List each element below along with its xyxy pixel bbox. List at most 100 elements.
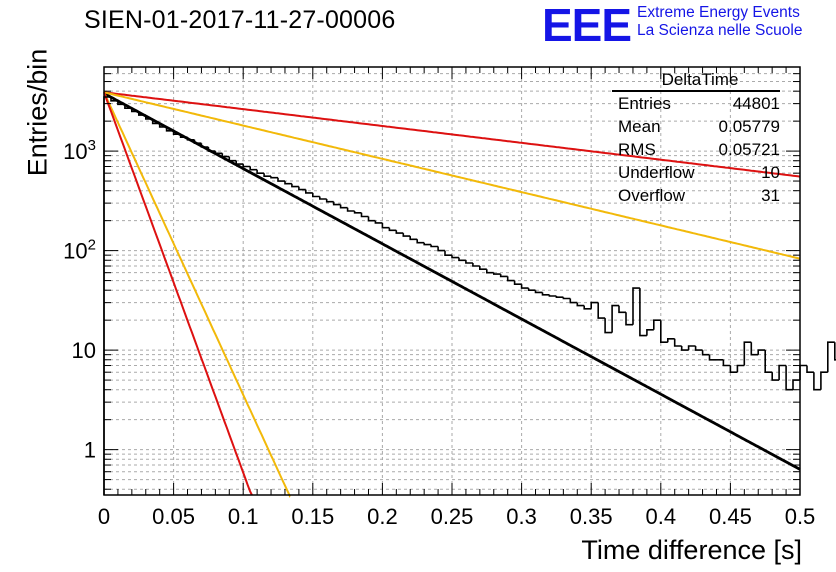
histogram-bin [284,181,292,185]
histogram-bin [179,134,188,138]
stats-value: 0.05721 [718,140,780,159]
x-tick-label: 0.05 [152,504,195,529]
histogram-bin [235,160,244,165]
histogram-bin [771,372,780,381]
histogram-bin [764,350,773,373]
histogram-bin [374,220,383,224]
histogram-bin [249,166,258,171]
histogram-bin [680,346,689,351]
histogram-bin [451,255,459,259]
stats-row: RMS 0.05721 [612,138,780,161]
curve-upper-yellow [103,91,801,260]
histogram-bin [263,173,271,177]
histogram-bin [165,126,174,132]
x-tick-label: 0.5 [785,504,816,529]
histogram-bin [353,211,362,214]
histogram-bin [158,123,167,128]
histogram-bin [708,354,717,361]
histogram-bin [736,364,745,373]
histogram-bin [499,274,508,278]
histogram-bin [653,319,661,330]
histogram-bin [673,338,682,347]
histogram-bin [701,350,710,356]
histogram-bin [583,305,592,310]
x-tick-label: 0.1 [228,504,259,529]
y-tick-label: 102 [63,237,96,264]
histogram-bin [388,227,397,232]
chart-title: SIEN-01-2017-11-27-00006 [84,6,396,34]
plot-frame [103,66,801,496]
ticks [103,66,801,495]
stats-label: Mean [618,117,661,136]
stats-label: Entries [618,94,671,113]
histogram-bin [743,341,752,366]
histogram-bin [472,263,480,267]
x-tick-label: 0.2 [367,504,398,529]
histogram-bin [639,288,647,337]
histogram-bin [590,301,599,309]
stats-row: Mean 0.05779 [612,115,780,138]
histogram-bin [138,111,146,116]
histogram-bin [221,153,230,158]
histogram-bin [145,115,153,120]
curve-fit [103,92,801,471]
x-tick-label: 0.35 [570,504,613,529]
histogram-bin [124,104,132,109]
stats-label: RMS [618,140,656,159]
histogram-bin [534,290,543,294]
histogram-bin [785,365,793,391]
histogram-bin [618,305,626,314]
histogram-bin [576,302,585,307]
histogram-bin [604,318,613,334]
histogram-bin [416,239,425,244]
y-tick-label: 103 [63,137,96,164]
histogram-bin [660,320,668,343]
histogram-bin [228,156,237,162]
stats-name: DeltaTime [612,70,780,92]
stats-label: Overflow [618,186,686,205]
histogram-bin [597,302,606,319]
stats-row: Entries 44801 [612,92,780,115]
histogram-bin [172,130,181,135]
histogram-bin [667,338,675,343]
histogram-bin [402,233,411,237]
histogram-bin [277,177,285,182]
histogram-bin [186,137,195,141]
histogram-bin [117,100,125,106]
histogram-bin [632,287,640,325]
histogram-bin [131,108,139,113]
histogram-bin [312,192,320,198]
histogram-bin [520,284,529,289]
x-axis-label: Time difference [s] [581,535,802,565]
histogram-bin [381,222,390,229]
histogram-bin [792,379,800,390]
stats-label: Underflow [618,163,695,182]
org-line-1: Extreme Energy Events [637,4,800,21]
histogram-bin [757,349,766,355]
histogram-bin [813,372,821,391]
histogram-bin [319,196,327,200]
x-tick-label: 0 [98,504,110,529]
histogram-bin [555,296,564,298]
histogram-bin [409,236,418,241]
histogram-bin [458,257,466,262]
y-tick-label: 1 [84,438,96,463]
histogram-bin [493,272,501,275]
histogram-bin [486,269,494,274]
histogram-bin [506,276,515,282]
stats-row: Overflow 31 [612,184,780,207]
histogram-bin [820,371,828,390]
histogram-bin [437,246,445,252]
histogram-bin [151,119,160,125]
histogram-bin [291,183,299,188]
org-line-2: La Scienza nelle Scuole [637,22,803,39]
histogram-bin [806,365,814,373]
eee-logo: EEE [542,0,632,51]
histogram-bin [799,364,807,381]
histogram-bin [465,260,473,264]
histogram-bin [242,164,251,168]
histogram-bin [729,365,738,373]
histogram-bin [346,207,355,212]
histogram-bin [513,280,522,285]
histogram-bin [367,216,376,222]
